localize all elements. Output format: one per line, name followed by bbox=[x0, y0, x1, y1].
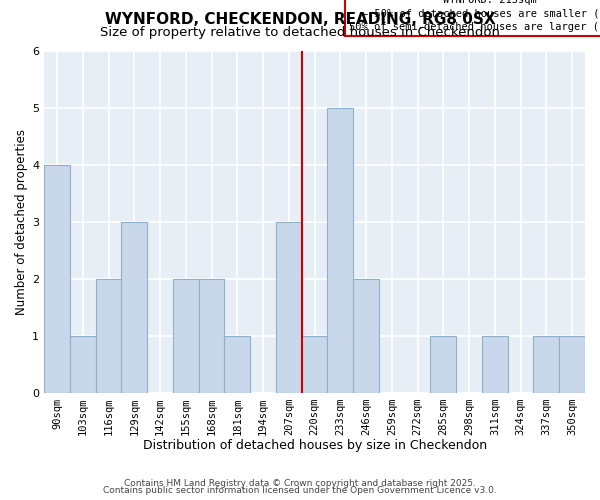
Bar bbox=[173, 279, 199, 393]
Bar bbox=[353, 279, 379, 393]
Bar bbox=[95, 279, 121, 393]
Bar bbox=[70, 336, 95, 393]
Text: Contains public sector information licensed under the Open Government Licence v3: Contains public sector information licen… bbox=[103, 486, 497, 495]
Bar bbox=[533, 336, 559, 393]
Text: WYNFORD: 215sqm
← 50% of detached houses are smaller (16)
50% of semi-detached h: WYNFORD: 215sqm ← 50% of detached houses… bbox=[349, 0, 600, 32]
Bar bbox=[430, 336, 456, 393]
Text: Size of property relative to detached houses in Checkendon: Size of property relative to detached ho… bbox=[100, 26, 500, 39]
Bar bbox=[276, 222, 302, 393]
Text: Contains HM Land Registry data © Crown copyright and database right 2025.: Contains HM Land Registry data © Crown c… bbox=[124, 478, 476, 488]
Bar bbox=[482, 336, 508, 393]
Bar bbox=[328, 108, 353, 393]
Bar bbox=[224, 336, 250, 393]
Bar bbox=[121, 222, 147, 393]
Bar bbox=[302, 336, 328, 393]
X-axis label: Distribution of detached houses by size in Checkendon: Distribution of detached houses by size … bbox=[143, 440, 487, 452]
Bar bbox=[44, 166, 70, 393]
Text: WYNFORD, CHECKENDON, READING, RG8 0SX: WYNFORD, CHECKENDON, READING, RG8 0SX bbox=[104, 12, 496, 28]
Bar bbox=[559, 336, 585, 393]
Bar bbox=[199, 279, 224, 393]
Y-axis label: Number of detached properties: Number of detached properties bbox=[15, 129, 28, 315]
